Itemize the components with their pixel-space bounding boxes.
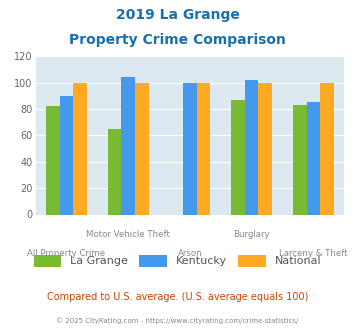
Bar xyxy=(197,82,210,214)
Bar xyxy=(258,82,272,214)
Bar xyxy=(73,82,87,214)
Bar xyxy=(245,80,258,214)
Text: Larceny & Theft: Larceny & Theft xyxy=(279,249,348,258)
Bar xyxy=(231,100,245,214)
Text: Motor Vehicle Theft: Motor Vehicle Theft xyxy=(86,230,170,239)
Bar xyxy=(293,105,307,214)
Bar xyxy=(183,82,197,214)
Bar xyxy=(46,106,60,214)
Text: Compared to U.S. average. (U.S. average equals 100): Compared to U.S. average. (U.S. average … xyxy=(47,292,308,302)
Bar xyxy=(60,96,73,214)
Bar xyxy=(320,82,334,214)
Bar xyxy=(135,82,148,214)
Bar xyxy=(108,129,121,214)
Text: Burglary: Burglary xyxy=(233,230,270,239)
Text: Arson: Arson xyxy=(178,249,202,258)
Text: Property Crime Comparison: Property Crime Comparison xyxy=(69,33,286,47)
Text: All Property Crime: All Property Crime xyxy=(27,249,105,258)
Bar xyxy=(307,102,320,214)
Bar xyxy=(121,77,135,214)
Text: 2019 La Grange: 2019 La Grange xyxy=(116,8,239,22)
Text: © 2025 CityRating.com - https://www.cityrating.com/crime-statistics/: © 2025 CityRating.com - https://www.city… xyxy=(56,317,299,324)
Legend: La Grange, Kentucky, National: La Grange, Kentucky, National xyxy=(34,254,321,267)
